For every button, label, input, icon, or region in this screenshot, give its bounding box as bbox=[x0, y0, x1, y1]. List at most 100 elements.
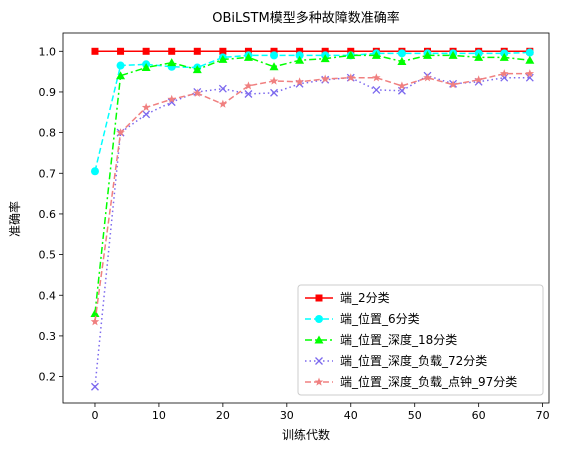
x-tick-label: 10 bbox=[152, 409, 166, 422]
data-point bbox=[142, 110, 151, 119]
data-point bbox=[167, 98, 176, 107]
legend-marker bbox=[314, 335, 324, 344]
legend-label: 端_位置_深度_18分类 bbox=[340, 332, 457, 347]
x-tick-label: 70 bbox=[536, 409, 550, 422]
data-point bbox=[142, 47, 150, 55]
legend-marker bbox=[315, 315, 323, 323]
data-point bbox=[525, 73, 534, 82]
series-layer bbox=[90, 47, 535, 391]
series-line bbox=[94, 51, 530, 172]
data-point bbox=[499, 69, 509, 78]
data-point bbox=[397, 81, 407, 90]
data-point bbox=[423, 50, 432, 59]
legend-label: 端_位置_6分类 bbox=[340, 311, 420, 326]
y-tick-label: 0.6 bbox=[39, 208, 57, 221]
data-point bbox=[525, 69, 535, 78]
data-point bbox=[372, 85, 381, 94]
legend: 端_2分类端_位置_6分类端_位置_深度_18分类端_位置_深度_负载_72分类… bbox=[297, 284, 544, 396]
legend-box bbox=[297, 284, 544, 396]
data-point bbox=[296, 47, 304, 55]
legend-label: 端_2分类 bbox=[340, 291, 390, 305]
legend-item-5: 端_位置_深度_负载_点钟_97分类 bbox=[305, 374, 517, 389]
data-point bbox=[91, 382, 99, 391]
data-point bbox=[320, 54, 330, 63]
y-tick-label: 1.0 bbox=[39, 45, 57, 58]
x-tick-label: 50 bbox=[408, 409, 422, 422]
data-point bbox=[193, 47, 201, 55]
data-point bbox=[500, 73, 509, 82]
data-point bbox=[243, 52, 253, 61]
data-point bbox=[141, 63, 151, 72]
legend-item-2: 端_位置_6分类 bbox=[305, 311, 420, 326]
x-tick-label: 30 bbox=[280, 409, 294, 422]
data-point bbox=[525, 55, 535, 64]
data-point bbox=[474, 52, 484, 61]
data-point bbox=[270, 88, 278, 97]
data-point bbox=[192, 65, 202, 74]
data-point bbox=[321, 47, 329, 55]
y-tick-label: 0.8 bbox=[39, 127, 57, 140]
legend-label: 端_位置_深度_负载_点钟_97分类 bbox=[340, 374, 517, 389]
data-point bbox=[371, 50, 381, 59]
data-point bbox=[346, 73, 356, 82]
data-point bbox=[448, 50, 458, 59]
data-point bbox=[474, 75, 483, 84]
data-point bbox=[244, 81, 253, 90]
legend-item-3: 端_位置_深度_18分类 bbox=[305, 332, 457, 347]
data-point bbox=[116, 61, 125, 70]
legend-marker bbox=[315, 357, 323, 365]
x-tick-label: 20 bbox=[216, 409, 230, 422]
x-tick-label: 0 bbox=[91, 409, 98, 422]
legend-label: 端_位置_深度_负载_72分类 bbox=[340, 353, 487, 368]
data-point bbox=[346, 50, 356, 59]
series-line bbox=[94, 54, 530, 314]
data-point bbox=[167, 94, 176, 103]
data-point bbox=[167, 58, 177, 67]
data-point bbox=[269, 62, 279, 71]
y-axis-label: 准确率 bbox=[7, 201, 22, 237]
data-point bbox=[168, 47, 176, 55]
y-axis: 0.2 0.3 0.4 0.5 0.6 0.7 0.8 0.9 1.0 bbox=[39, 45, 63, 384]
data-point bbox=[90, 309, 100, 318]
data-point bbox=[270, 51, 279, 60]
data-point bbox=[423, 73, 432, 82]
data-point bbox=[218, 84, 227, 93]
data-point bbox=[499, 52, 509, 61]
data-point bbox=[269, 76, 279, 85]
legend-marker bbox=[315, 294, 323, 302]
data-point bbox=[295, 55, 305, 64]
series-5 bbox=[90, 69, 535, 326]
data-point bbox=[91, 47, 99, 55]
series-line bbox=[94, 72, 530, 322]
legend-item-4: 端_位置_深度_负载_72分类 bbox=[305, 353, 487, 368]
y-tick-label: 0.4 bbox=[39, 289, 57, 302]
y-tick-label: 0.9 bbox=[39, 86, 57, 99]
data-point bbox=[270, 47, 278, 55]
data-point bbox=[218, 54, 228, 63]
data-point bbox=[141, 102, 151, 112]
data-point bbox=[219, 47, 227, 55]
data-point bbox=[372, 73, 381, 82]
data-point bbox=[448, 80, 458, 89]
data-point bbox=[295, 77, 304, 86]
data-point bbox=[397, 49, 406, 58]
y-tick-label: 0.5 bbox=[39, 249, 57, 262]
legend-item-1: 端_2分类 bbox=[305, 291, 390, 305]
x-tick-label: 60 bbox=[472, 409, 486, 422]
data-point bbox=[117, 47, 125, 55]
y-tick-label: 0.3 bbox=[39, 330, 57, 343]
x-axis-label: 训练代数 bbox=[282, 427, 330, 442]
y-tick-label: 0.2 bbox=[39, 371, 57, 384]
series-3 bbox=[90, 50, 535, 318]
x-tick-label: 40 bbox=[344, 409, 358, 422]
data-point bbox=[116, 71, 126, 80]
data-point bbox=[244, 90, 253, 98]
plot-frame bbox=[62, 32, 550, 404]
data-point bbox=[193, 88, 202, 97]
data-point bbox=[397, 56, 407, 65]
data-point bbox=[244, 47, 252, 55]
series-line bbox=[94, 74, 530, 387]
data-point bbox=[218, 99, 228, 108]
chart-title: OBiLSTM模型多种故障数准确率 bbox=[212, 10, 399, 26]
